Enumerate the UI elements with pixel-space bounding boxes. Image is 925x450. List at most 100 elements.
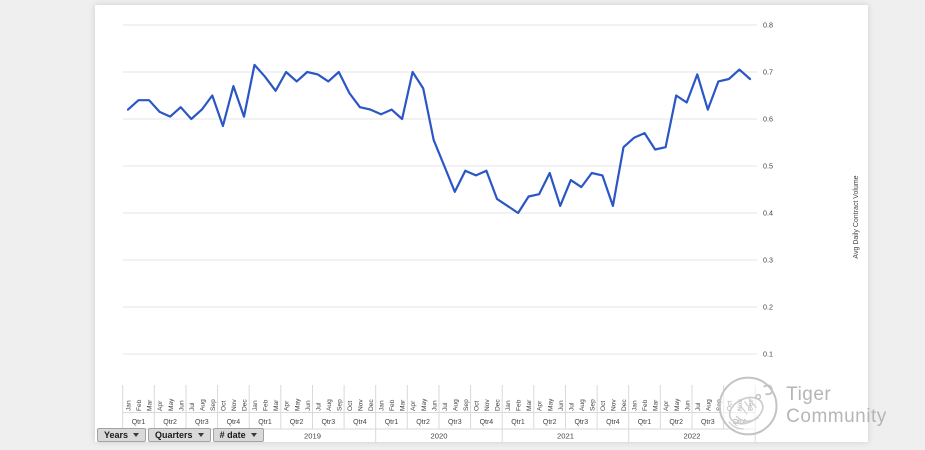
filter-button-label: Years xyxy=(104,430,129,440)
month-label: Jan xyxy=(632,400,639,411)
month-label: Aug xyxy=(579,399,586,411)
quarter-label: Qtr2 xyxy=(669,419,683,426)
y-tick-label: 0.2 xyxy=(763,303,773,312)
quarter-label: Qtr1 xyxy=(511,419,525,426)
years-filter-button[interactable]: Years xyxy=(97,428,147,442)
tiger-logo-icon xyxy=(718,376,778,436)
month-label: May xyxy=(168,398,175,411)
chart-canvas: 0.1 0.2 0.3 0.4 0.5 0.6 0.7 0.8 Avg Daily Contra… xyxy=(95,5,868,442)
month-label: Aug xyxy=(199,399,206,411)
quarter-label: Qtr1 xyxy=(638,419,652,426)
month-label: Jun xyxy=(684,400,691,411)
month-label: Jun xyxy=(305,400,312,411)
y-tick-label: 0.4 xyxy=(763,209,773,218)
y-tick-label: 0.7 xyxy=(763,68,773,77)
month-label: Mar xyxy=(526,399,533,411)
month-label: Mar xyxy=(400,399,407,411)
month-label: Nov xyxy=(358,399,365,411)
month-label: Mar xyxy=(273,399,280,411)
month-label: Feb xyxy=(516,399,523,411)
month-label: Mar xyxy=(653,399,660,411)
y-axis-title: Avg Daily Contract Volume xyxy=(853,175,860,258)
year-label: 2019 xyxy=(304,432,321,441)
quarter-label: Qtr3 xyxy=(574,419,588,426)
month-label: Dec xyxy=(242,399,249,411)
month-label: Oct xyxy=(221,401,228,411)
filter-button-label: # date xyxy=(219,430,246,440)
month-label: Jul xyxy=(442,402,449,411)
month-label: Jul xyxy=(568,402,575,411)
y-tick-label: 0.3 xyxy=(763,256,773,265)
watermark: Tiger Community xyxy=(716,371,925,441)
year-label: 2020 xyxy=(431,432,448,441)
month-label: Apr xyxy=(537,400,544,411)
y-tick-label: 0.8 xyxy=(763,21,773,30)
year-label: 2022 xyxy=(684,432,701,441)
quarter-label: Qtr4 xyxy=(353,419,367,426)
month-label: Mar xyxy=(147,399,154,411)
quarter-label: Qtr3 xyxy=(195,419,209,426)
month-label: Jul xyxy=(695,402,702,411)
month-label: Jun xyxy=(178,400,185,411)
month-label: Feb xyxy=(263,399,270,411)
month-label: Feb xyxy=(136,399,143,411)
watermark-text: Tiger Community xyxy=(786,384,887,427)
month-label: Sep xyxy=(336,399,343,411)
date-filter-button[interactable]: # date xyxy=(212,428,264,442)
y-tick-label: 0.1 xyxy=(763,350,773,359)
month-label: Jan xyxy=(379,400,386,411)
y-tick-label: 0.5 xyxy=(763,162,773,171)
dropdown-arrow-icon xyxy=(197,433,204,437)
month-label: May xyxy=(421,398,428,411)
quarters-filter-button[interactable]: Quarters xyxy=(148,428,211,442)
quarter-label: Qtr2 xyxy=(163,419,177,426)
filter-button-label: Quarters xyxy=(155,430,193,440)
month-label: Nov xyxy=(484,399,491,411)
dropdown-arrow-icon xyxy=(250,433,257,437)
month-label: Sep xyxy=(210,399,217,411)
pivot-field-buttons: Years Quarters # date xyxy=(97,428,264,442)
quarter-label: Qtr1 xyxy=(258,419,272,426)
month-label: Jul xyxy=(315,402,322,411)
quarter-label: Qtr1 xyxy=(385,419,399,426)
series-line xyxy=(126,63,752,215)
quarter-label: Qtr4 xyxy=(606,419,620,426)
quarter-label: Qtr4 xyxy=(480,419,494,426)
quarter-label: Qtr3 xyxy=(448,419,462,426)
month-label: Jan xyxy=(126,400,133,411)
month-label: Feb xyxy=(642,399,649,411)
month-label: Nov xyxy=(611,399,618,411)
quarter-label: Qtr4 xyxy=(227,419,241,426)
year-label: 2021 xyxy=(557,432,574,441)
month-label: Apr xyxy=(157,400,164,411)
month-label: May xyxy=(294,398,301,411)
month-label: Aug xyxy=(452,399,459,411)
month-label: Jan xyxy=(505,400,512,411)
month-label: Aug xyxy=(326,399,333,411)
quarter-label: Qtr2 xyxy=(416,419,430,426)
month-label: Apr xyxy=(284,400,291,411)
month-label: Sep xyxy=(589,399,596,411)
dropdown-arrow-icon xyxy=(133,433,140,437)
month-label: Dec xyxy=(495,399,502,411)
month-label: Sep xyxy=(463,399,470,411)
month-label: Apr xyxy=(410,400,417,411)
month-label: May xyxy=(547,398,554,411)
month-label: Jul xyxy=(189,402,196,411)
quarter-label: Qtr3 xyxy=(701,419,715,426)
month-label: May xyxy=(674,398,681,411)
quarter-label: Qtr2 xyxy=(290,419,304,426)
month-label: Apr xyxy=(663,400,670,411)
y-tick-label: 0.6 xyxy=(763,115,773,124)
month-label: Feb xyxy=(389,399,396,411)
quarter-label: Qtr3 xyxy=(321,419,335,426)
month-label: Dec xyxy=(368,399,375,411)
month-label: Jan xyxy=(252,400,259,411)
month-label: Oct xyxy=(600,401,607,411)
month-label: Aug xyxy=(705,399,712,411)
line-chart: 0.1 0.2 0.3 0.4 0.5 0.6 0.7 0.8 Avg Daily Contra… xyxy=(122,21,860,442)
month-label: Jun xyxy=(558,400,565,411)
quarter-label: Qtr2 xyxy=(543,419,557,426)
month-label: Nov xyxy=(231,399,238,411)
